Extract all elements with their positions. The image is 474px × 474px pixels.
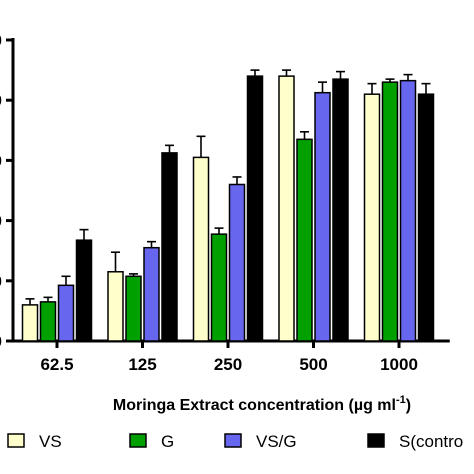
y-tick-label: 0 xyxy=(0,212,2,231)
y-axis: 0 0 0 0 0 0 xyxy=(0,31,15,351)
x-tick-label: 125 xyxy=(128,355,156,374)
x-tick-label: 500 xyxy=(299,355,327,374)
legend-item: S(contro xyxy=(367,432,463,451)
error-bar xyxy=(232,176,242,185)
bar xyxy=(161,152,178,342)
error-bar xyxy=(318,81,327,93)
legend-item: G xyxy=(129,432,174,451)
bar xyxy=(296,138,313,342)
legend-swatch xyxy=(129,433,147,448)
x-tick-label: 1000 xyxy=(380,355,418,374)
bar xyxy=(210,233,228,342)
bar xyxy=(381,81,399,342)
error-bar xyxy=(336,70,345,80)
bar xyxy=(363,93,381,342)
legend-item: VS/G xyxy=(224,432,297,451)
legend-item: VS xyxy=(7,432,62,451)
error-bar xyxy=(43,296,53,302)
y-tick-label: 0 xyxy=(0,332,2,351)
legend-swatch xyxy=(7,433,25,448)
error-bar xyxy=(25,298,35,305)
error-bar xyxy=(421,82,431,95)
error-bar xyxy=(300,131,309,140)
bar xyxy=(21,304,39,342)
legend-label: S(contro xyxy=(399,432,463,451)
error-bar xyxy=(147,240,156,248)
bar xyxy=(75,239,93,342)
error-bar xyxy=(282,69,291,77)
bar xyxy=(246,75,264,342)
x-tick-label: 250 xyxy=(214,355,242,374)
legend-swatch xyxy=(224,433,242,448)
bar xyxy=(143,246,160,342)
y-tick-label: 0 xyxy=(0,272,2,291)
y-tick-label: 0 xyxy=(0,91,2,110)
bar xyxy=(192,156,210,342)
bars xyxy=(21,69,435,342)
error-bar xyxy=(250,69,260,77)
y-tick-label: 0 xyxy=(0,151,2,170)
error-bar xyxy=(403,73,413,81)
x-axis: 62.5 125 250 500 1000 xyxy=(11,339,450,374)
bar xyxy=(228,183,246,342)
x-tick-label: 62.5 xyxy=(40,355,73,374)
error-bar xyxy=(79,228,89,241)
bar xyxy=(39,301,57,342)
bar xyxy=(399,79,417,342)
error-bar xyxy=(111,251,120,272)
legend-swatch xyxy=(367,433,385,448)
bar xyxy=(125,275,142,342)
x-axis-title: Moringa Extract concentration (µg ml-1) xyxy=(113,394,411,414)
bar xyxy=(57,284,75,342)
legend: VS G VS/G S(contro xyxy=(7,432,463,451)
legend-label: G xyxy=(161,432,174,451)
bar xyxy=(314,91,331,342)
y-tick-label: 0 xyxy=(0,31,2,50)
bar xyxy=(107,271,124,342)
legend-label: VS/G xyxy=(256,432,297,451)
bar xyxy=(417,93,435,342)
error-bar xyxy=(367,82,377,95)
error-bar xyxy=(61,275,71,286)
error-bar xyxy=(165,144,174,153)
error-bar xyxy=(196,135,206,158)
bar xyxy=(332,78,349,342)
bar xyxy=(278,75,295,342)
legend-label: VS xyxy=(39,432,62,451)
error-bar xyxy=(214,227,224,235)
